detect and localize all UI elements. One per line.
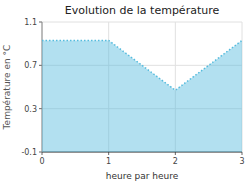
y-grid-line (42, 22, 242, 23)
data-group (42, 40, 242, 152)
x-axis-label: heure par heure (106, 171, 179, 181)
y-tick-label: 0.3 (24, 105, 37, 114)
x-tick-label: 3 (239, 157, 244, 166)
x-tick-label: 0 (39, 157, 44, 166)
grid (42, 22, 242, 152)
area (42, 40, 242, 152)
y-axis-label: Température en °C (2, 45, 12, 131)
chart-svg: -0.1 0.3 0.7 1.1 0 1 2 3 Evolution de la tempéra… (0, 0, 250, 188)
y-tick-label: -0.1 (21, 148, 37, 157)
x-tick-label: 2 (173, 157, 178, 166)
axes: -0.1 0.3 0.7 1.1 0 1 2 3 (21, 18, 244, 166)
line (42, 40, 242, 90)
y-tick-label: 0.7 (24, 61, 37, 70)
title: Evolution de la température (65, 4, 220, 17)
chart-container: -0.1 0.3 0.7 1.1 0 1 2 3 Evolution de la tempéra… (0, 0, 250, 188)
y-tick-label: 1.1 (24, 18, 37, 27)
x-tick-label: 1 (106, 157, 111, 166)
